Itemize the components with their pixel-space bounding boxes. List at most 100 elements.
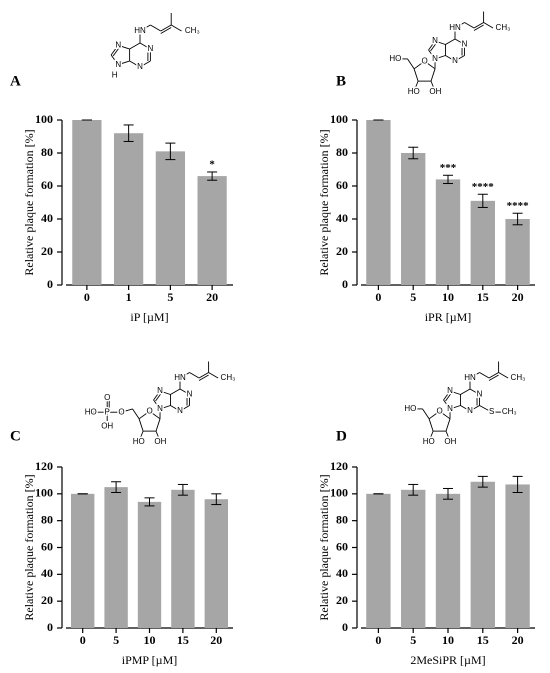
- y-axis-title: Relative plaque formation [%]: [22, 129, 36, 275]
- structure-label: N: [187, 390, 193, 399]
- bond: [198, 372, 209, 379]
- bar: [401, 489, 426, 628]
- bond: [112, 46, 121, 57]
- bond: [443, 399, 451, 410]
- bond: [460, 405, 471, 412]
- y-tick-label: 0: [47, 277, 53, 291]
- x-tick-label: 0: [375, 290, 381, 304]
- bond: [139, 60, 151, 68]
- structure-label: O: [421, 56, 427, 65]
- y-tick-label: 0: [342, 277, 348, 291]
- structure-label: N: [447, 404, 453, 413]
- structure-label: N: [157, 386, 163, 395]
- structure-label: OH: [101, 422, 113, 431]
- bond: [445, 391, 453, 402]
- y-tick-label: 100: [35, 112, 53, 126]
- structure-label: O: [436, 406, 442, 415]
- y-tick-label: 60: [41, 539, 53, 553]
- structure-label: N: [115, 60, 121, 69]
- x-tick-label: 20: [210, 633, 222, 647]
- y-tick-label: 20: [41, 244, 53, 258]
- structure-label: N: [432, 54, 438, 63]
- structure-label: N: [137, 62, 143, 71]
- structure-label: N: [157, 404, 163, 413]
- bond: [189, 372, 200, 379]
- bond: [430, 68, 436, 82]
- structure-label: HN: [174, 373, 186, 382]
- structure-label: N: [447, 386, 453, 395]
- bond: [407, 58, 415, 70]
- bond: [498, 372, 509, 379]
- structure-label: CH₃: [185, 26, 200, 35]
- structure-label: O: [118, 407, 124, 416]
- x-tick-label: 1: [126, 290, 132, 304]
- structure-label: OH: [444, 437, 456, 446]
- bar: [470, 481, 495, 628]
- bond: [413, 60, 425, 70]
- bond: [445, 38, 456, 45]
- bond: [428, 418, 434, 432]
- structure-label: N: [148, 44, 154, 53]
- bar: [366, 120, 391, 285]
- bond: [149, 410, 161, 420]
- bar: [435, 493, 461, 628]
- y-tick-label: 20: [336, 593, 348, 607]
- x-tick-label: 0: [375, 633, 381, 647]
- x-tick-label: 0: [84, 290, 90, 304]
- structure-label: HN: [134, 26, 146, 35]
- bond: [434, 55, 446, 60]
- y-tick-label: 100: [330, 112, 348, 126]
- bar: [366, 493, 391, 628]
- structure-label: HO: [133, 437, 145, 446]
- bar: [470, 200, 495, 285]
- y-tick-label: 40: [336, 211, 348, 225]
- x-tick-label: 5: [410, 290, 416, 304]
- bond: [110, 45, 119, 56]
- bond: [138, 418, 144, 432]
- bar: [505, 484, 530, 628]
- bond: [424, 60, 436, 70]
- structure-label: HN: [449, 23, 461, 32]
- bond: [160, 27, 172, 34]
- x-tick-label: 15: [477, 290, 489, 304]
- bond: [454, 22, 465, 29]
- bond: [488, 374, 499, 381]
- bond: [118, 44, 130, 50]
- significance: *: [209, 159, 215, 171]
- structure-label: N: [462, 40, 468, 49]
- structure-label: N: [467, 406, 473, 415]
- bond: [129, 42, 141, 50]
- x-tick-label: 0: [80, 633, 86, 647]
- y-tick-label: 100: [35, 486, 53, 500]
- structure-label: N: [477, 390, 483, 399]
- panel-label: B: [336, 73, 346, 89]
- structure-label: CH₃: [221, 373, 236, 382]
- bond: [179, 372, 190, 379]
- bond: [439, 410, 451, 420]
- bond: [198, 374, 209, 381]
- structure-label: N: [452, 56, 458, 65]
- bond: [155, 418, 161, 432]
- bond: [159, 405, 171, 410]
- significance: ****: [507, 200, 530, 212]
- bond: [413, 80, 419, 93]
- bar: [72, 120, 102, 285]
- bond: [428, 40, 436, 51]
- bond: [449, 390, 461, 395]
- x-tick-label: 20: [512, 290, 524, 304]
- bond: [118, 60, 130, 66]
- y-axis-title: Relative plaque formation [%]: [22, 474, 36, 620]
- x-tick-label: 10: [144, 633, 156, 647]
- bond: [454, 38, 465, 45]
- y-tick-label: 20: [41, 593, 53, 607]
- bond: [454, 55, 465, 62]
- bond: [428, 410, 440, 420]
- bond: [155, 391, 163, 402]
- x-tick-label: 15: [477, 633, 489, 647]
- bond: [138, 430, 144, 443]
- significance: ***: [440, 162, 457, 174]
- y-tick-label: 40: [336, 566, 348, 580]
- bond: [139, 42, 151, 50]
